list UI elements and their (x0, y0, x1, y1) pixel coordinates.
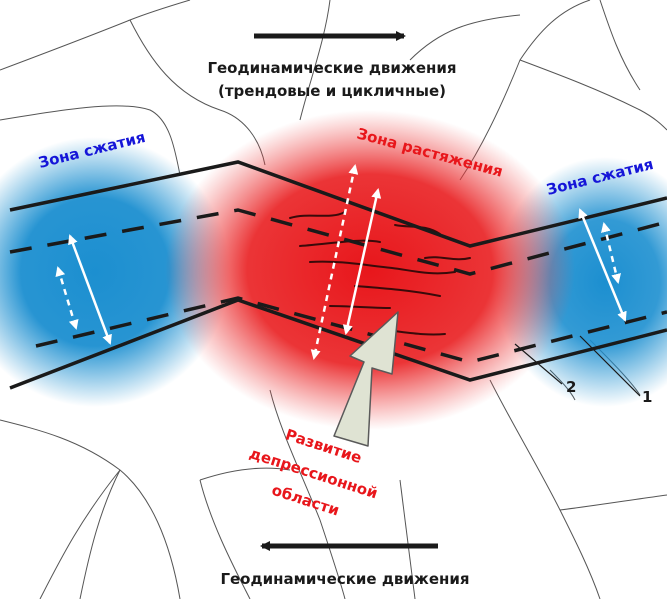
callout-2: 2 (566, 378, 576, 396)
top-caption-line1: Геодинамические движения (207, 59, 456, 77)
callout-lines (514, 335, 641, 397)
callout-1: 1 (642, 388, 652, 406)
compression-arrows (55, 164, 627, 360)
bottom-caption: Геодинамические движения (220, 570, 469, 588)
band-bottom-dashed (35, 296, 667, 364)
compression-zone-left-fill (0, 137, 230, 407)
depression-arrow (333, 311, 399, 447)
top-caption-line2: (трендовые и цикличные) (218, 82, 446, 100)
arrow-left-solid (68, 234, 112, 345)
arrow-right-dashed (601, 222, 621, 284)
